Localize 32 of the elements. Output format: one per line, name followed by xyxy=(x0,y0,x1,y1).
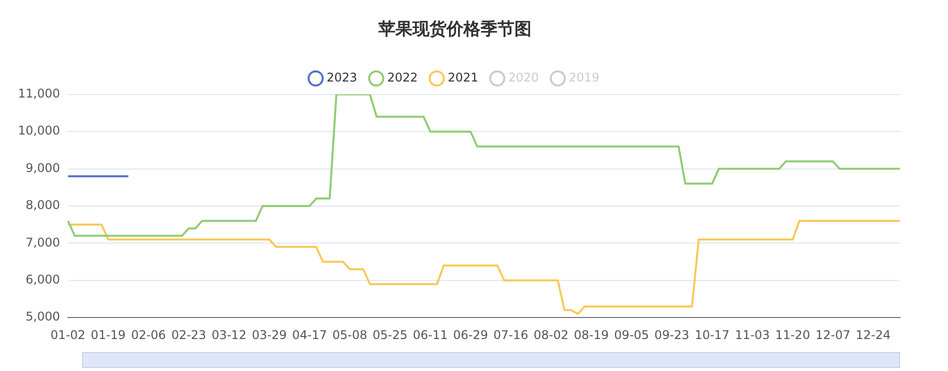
x-tick-label: 02-06 xyxy=(131,328,166,342)
legend-label: 2023 xyxy=(326,70,358,85)
x-tick-label: 08-02 xyxy=(534,328,569,342)
x-tick-label: 05-25 xyxy=(372,328,408,342)
x-tick-label: 10-17 xyxy=(694,328,730,342)
y-tick-label: 9,000 xyxy=(26,160,60,175)
x-tick-label: 08-19 xyxy=(574,328,609,342)
x-tick-label: 02-23 xyxy=(171,328,206,342)
x-tick-label: 06-11 xyxy=(412,328,448,342)
legend-label: 2022 xyxy=(387,70,418,85)
x-tick-label: 03-29 xyxy=(252,328,287,342)
x-tick-label: 01-19 xyxy=(90,328,126,342)
legend-label: 2021 xyxy=(448,70,478,85)
x-tick-label: 09-05 xyxy=(614,328,650,342)
x-tick-label: 12-07 xyxy=(815,328,850,342)
x-tick-label: 06-29 xyxy=(453,328,488,342)
x-tick-label: 01-02 xyxy=(50,328,86,342)
y-tick-label: 7,000 xyxy=(26,235,60,250)
y-tick-label: 8,000 xyxy=(26,198,60,212)
x-tick-label: 04-17 xyxy=(292,328,327,342)
x-tick-label: 03-12 xyxy=(212,328,246,342)
x-tick-label: 11-03 xyxy=(734,328,770,342)
chart-title: 苹果现货价格季节图 xyxy=(378,20,532,40)
y-tick-label: 10,000 xyxy=(18,124,60,138)
x-tick-label: 07-16 xyxy=(493,328,528,342)
x-tick-label: 09-23 xyxy=(654,328,690,342)
y-tick-label: 5,000 xyxy=(26,310,60,324)
x-tick-label: 11-20 xyxy=(775,328,810,342)
x-tick-label: 12-24 xyxy=(856,328,891,342)
y-tick-label: 11,000 xyxy=(18,86,60,101)
y-tick-label: 6,000 xyxy=(26,272,60,287)
x-tick-label: 05-08 xyxy=(332,328,368,342)
